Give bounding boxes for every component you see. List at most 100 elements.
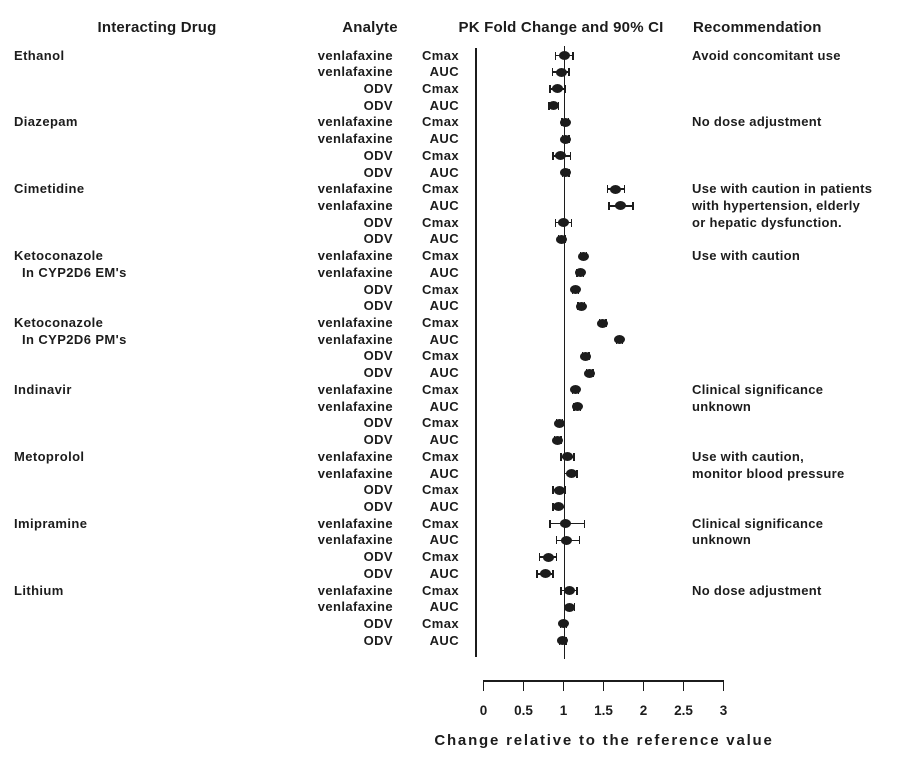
x-axis-tick <box>562 680 565 691</box>
ci-cap-right <box>623 185 626 194</box>
analyte-label: ODV <box>363 80 393 96</box>
drug-label-line2: In CYP2D6 EM's <box>22 264 127 280</box>
analyte-label: ODV <box>363 365 393 381</box>
recommendation-text: monitor blood pressure <box>692 465 845 481</box>
metric-label: AUC <box>429 197 459 213</box>
ci-cap-left <box>551 68 554 77</box>
analyte-label: venlafaxine <box>317 315 393 331</box>
ci-cap-right <box>564 84 566 93</box>
metric-label: AUC <box>429 131 459 147</box>
metric-label: Cmax <box>421 181 459 197</box>
analyte-label: venlafaxine <box>317 131 393 147</box>
data-point <box>563 586 575 596</box>
analyte-label: venlafaxine <box>317 331 393 347</box>
x-axis-tick <box>642 680 645 691</box>
ci-cap-left <box>563 469 566 478</box>
data-point <box>552 435 564 445</box>
analyte-label: ODV <box>363 498 393 514</box>
analyte-label: ODV <box>363 164 393 180</box>
metric-label: Cmax <box>421 80 459 96</box>
metric-label: Cmax <box>421 615 459 631</box>
data-point <box>614 335 625 345</box>
analyte-label: venlafaxine <box>317 532 393 548</box>
ci-cap-left <box>552 151 554 160</box>
data-point <box>564 602 576 612</box>
data-point <box>558 51 570 60</box>
metric-label: Cmax <box>421 147 459 163</box>
ci-cap-left <box>536 569 538 578</box>
analyte-label: venlafaxine <box>317 64 393 80</box>
ci-cap-right <box>578 536 581 545</box>
ci-cap-left <box>552 486 554 495</box>
ci-cap-right <box>570 218 573 227</box>
analyte-label: ODV <box>363 214 393 230</box>
analyte-label: ODV <box>363 549 393 565</box>
metric-label: Cmax <box>421 582 459 598</box>
analyte-label: venlafaxine <box>317 114 393 130</box>
ci-cap-left <box>560 452 562 461</box>
metric-label: AUC <box>429 565 459 581</box>
data-point <box>556 234 568 244</box>
data-point <box>610 184 621 194</box>
recommendation-text: No dose adjustment <box>692 582 822 598</box>
data-point <box>558 619 569 629</box>
header-recommendation: Recommendation <box>693 19 822 36</box>
data-point <box>557 636 569 646</box>
x-axis-title: Change relative to the reference value <box>434 732 774 749</box>
metric-label: Cmax <box>421 549 459 565</box>
ci-cap-left <box>549 84 551 93</box>
metric-label: AUC <box>429 465 459 481</box>
metric-label: Cmax <box>421 47 459 63</box>
drug-label: Imipramine <box>14 515 88 531</box>
metric-label: Cmax <box>421 515 459 531</box>
analyte-label: venlafaxine <box>317 448 393 464</box>
x-axis-tick-label: 3 <box>719 703 728 718</box>
analyte-label: ODV <box>363 632 393 648</box>
data-point <box>578 251 589 261</box>
ci-cap-right <box>576 586 578 595</box>
drug-label-line2: In CYP2D6 PM's <box>22 331 127 347</box>
ci-cap-right <box>563 502 566 511</box>
x-axis-tick-label: 1 <box>559 703 568 718</box>
recommendation-text: No dose adjustment <box>692 114 822 130</box>
plot-left-border <box>475 48 477 657</box>
analyte-label: ODV <box>363 615 393 631</box>
recommendation-text: Use with caution in patients <box>692 181 873 197</box>
metric-label: Cmax <box>421 415 459 431</box>
data-point <box>575 301 587 311</box>
analyte-label: venlafaxine <box>317 515 393 531</box>
x-axis-tick <box>682 680 685 691</box>
x-axis-tick <box>602 680 605 691</box>
recommendation-text: Use with caution <box>692 248 801 264</box>
ci-cap-left <box>606 185 609 194</box>
analyte-label: ODV <box>363 482 393 498</box>
ci-cap-left <box>538 553 541 562</box>
metric-label: Cmax <box>421 448 459 464</box>
ci-cap-left <box>549 519 551 528</box>
x-axis-tick-label: 1.5 <box>594 703 613 718</box>
data-point <box>551 84 563 94</box>
ci-cap-right <box>573 452 575 461</box>
data-point <box>566 469 577 478</box>
ci-cap-right <box>576 469 578 478</box>
metric-label: AUC <box>429 331 459 347</box>
ci-cap-left <box>563 603 566 612</box>
x-axis-tick <box>522 680 525 691</box>
ci-cap-right <box>583 519 586 528</box>
analyte-label: ODV <box>363 231 393 247</box>
recommendation-text: with hypertension, elderly <box>692 197 861 213</box>
analyte-label: ODV <box>363 415 393 431</box>
drug-label: Indinavir <box>14 381 72 397</box>
metric-label: AUC <box>429 64 459 80</box>
metric-label: Cmax <box>421 315 459 331</box>
x-axis-tick-label: 2.5 <box>674 703 693 718</box>
metric-label: AUC <box>429 365 459 381</box>
analyte-label: ODV <box>363 298 393 314</box>
ci-cap-right <box>564 486 566 495</box>
metric-label: AUC <box>429 298 459 314</box>
ci-cap-left <box>552 502 554 511</box>
data-point <box>570 285 581 295</box>
drug-label: Ketoconazole <box>14 248 104 264</box>
ci-cap-left <box>554 51 557 60</box>
